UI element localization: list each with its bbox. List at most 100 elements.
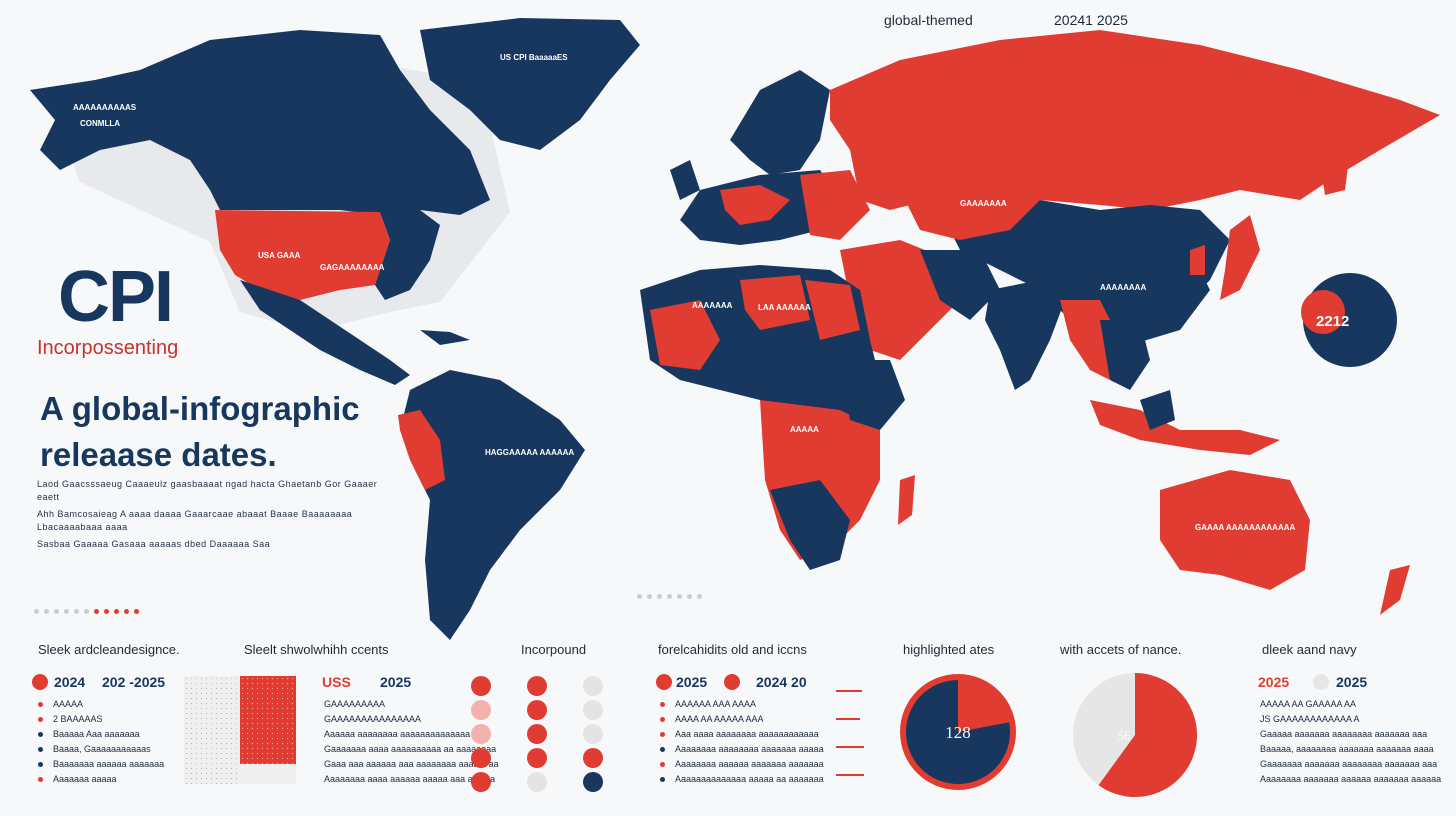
- map-label-us: US CPI BaaaaaES: [500, 53, 568, 62]
- eastern-europe-shape: [800, 170, 870, 240]
- legend1-bullets-item: Baaaaa Aaa aaaaaaa: [38, 727, 164, 742]
- legend3-bullets-text: Aaaaaaaa aaaaaa aaaaaaa aaaaaaa: [675, 759, 824, 769]
- page-dot-left-9[interactable]: [114, 609, 119, 614]
- donut-chart-2: 56: [1073, 673, 1197, 797]
- legend4-lines-text: JS GAAAAAAAAAAAA A: [1260, 714, 1360, 724]
- bullet-icon: [660, 762, 665, 768]
- egypt-shape: [805, 280, 860, 340]
- legend2-lines-text: Gaaaaaaa aaaa aaaaaaaaaa aa aaaaaaaa: [324, 744, 497, 754]
- page-dot-left-3[interactable]: [54, 609, 59, 614]
- korea-shape: [1190, 245, 1205, 275]
- bullet-icon: [660, 732, 665, 738]
- column-heading-6: with accets of nance.: [1060, 642, 1182, 657]
- page-dot-left-6[interactable]: [84, 609, 89, 614]
- pie-widget: 2212: [1301, 273, 1397, 367]
- matrix-dot: [471, 724, 491, 744]
- legend4-lines: AAAAA AA GAAAAA AA JS GAAAAAAAAAAAA A Gaaa…: [1260, 697, 1441, 787]
- page-dot-center-1[interactable]: [637, 594, 642, 599]
- legend3-bullets-item: Aaaaaaaa aaaaaa aaaaaaa aaaaaaa: [660, 757, 824, 772]
- page-title: CPI: [58, 257, 174, 337]
- bullet-icon: [38, 747, 43, 753]
- texture-swatch-gray-2: [240, 764, 296, 784]
- legend3-bullets: AAAAAA AAA AAAA AAAA AA AAAAA AAA Aaa aaaa…: [660, 697, 824, 787]
- page-dot-center-2[interactable]: [647, 594, 652, 599]
- legend3-bullets-item: AAAA AA AAAAA AAA: [660, 712, 824, 727]
- map-label-brazil: HAGGAAAAA AAAAAA: [485, 448, 574, 457]
- texture-swatch-red: [240, 676, 296, 764]
- iran-shape: [920, 250, 1000, 320]
- page-dot-left-5[interactable]: [74, 609, 79, 614]
- legend4-label-a: 2025: [1258, 674, 1290, 690]
- india-shape: [985, 280, 1065, 390]
- indonesia-shape: [1090, 400, 1280, 455]
- page-dot-center-7[interactable]: [697, 594, 702, 599]
- legend1-bullets-text: Baaaaaaa aaaaaa aaaaaaa: [53, 759, 165, 769]
- legend1-bullets-text: 2 BAAAAAS: [53, 714, 103, 724]
- legend4-lines-item: Baaaaa, aaaaaaaa aaaaaaa aaaaaaa aaaa: [1260, 742, 1441, 757]
- page-dot-left-7[interactable]: [94, 609, 99, 614]
- column-heading-3: Incorpound: [521, 642, 587, 657]
- page-dot-left-8[interactable]: [104, 609, 109, 614]
- legend2-lines-item: Aaaaaaaa aaaa aaaaaa aaaaa aaa aaaa a: [324, 772, 499, 787]
- page-dot-left-4[interactable]: [64, 609, 69, 614]
- matrix-dot: [527, 748, 547, 768]
- column-heading-1: Sleek ardcleandesignce.: [38, 642, 180, 657]
- usa-shape: [215, 210, 390, 300]
- bullet-icon: [38, 777, 43, 783]
- donut1-label: 128: [945, 723, 971, 742]
- matrix-dot: [471, 676, 491, 696]
- matrix-dot: [583, 772, 603, 792]
- madagascar-shape: [898, 475, 915, 525]
- map-label-china: AAAAAAAA: [1100, 283, 1146, 292]
- new-zealand-shape: [1380, 565, 1410, 615]
- legend3-bullets-item: Aaa aaaa aaaaaaaa aaaaaaaaaaaa: [660, 727, 824, 742]
- kamchatka-shape: [1320, 150, 1350, 195]
- south-america-shape: [400, 370, 585, 640]
- legend4-lines-item: Gaaaaa aaaaaaa aaaaaaaa aaaaaaa aaa: [1260, 727, 1441, 742]
- legend4-lines-text: Aaaaaaaa aaaaaaa aaaaaa aaaaaaa aaaaaa: [1260, 774, 1442, 784]
- peru-shape: [398, 410, 445, 490]
- page-dot-left-11[interactable]: [134, 609, 139, 614]
- legend2-lines-item: GAAAAAAAAAAAAAAA: [324, 712, 499, 727]
- bullet-icon: [660, 777, 665, 783]
- page-dot-left-1[interactable]: [34, 609, 39, 614]
- pagination-dots-center[interactable]: [637, 594, 702, 599]
- page-dot-center-5[interactable]: [677, 594, 682, 599]
- bullet-icon: [38, 732, 43, 738]
- legend1-dot-a: [32, 674, 48, 690]
- map-label-russia-south: GAAAAAAA: [960, 199, 1007, 208]
- bullet-icon: [38, 762, 43, 768]
- legend3-bullets-item: Aaaaaaaa aaaaaaaa aaaaaaa aaaaa: [660, 742, 824, 757]
- greenland-shape: [420, 18, 640, 150]
- matrix-dot: [583, 700, 603, 720]
- legend3-label-b: 2024 20: [756, 674, 807, 690]
- page-dot-center-6[interactable]: [687, 594, 692, 599]
- europe-red-shape: [720, 185, 790, 225]
- intro-paragraph-3: Sasbaa Gaaaaa Gasaaa aaaaas dbed Daaaaaa…: [37, 539, 271, 549]
- legend1-bullets-item: Baaaa, Gaaaaaaaaaaas: [38, 742, 164, 757]
- legend2-lines-item: Gaaaaaaa aaaa aaaaaaaaaa aa aaaaaaaa: [324, 742, 499, 757]
- map-label-canada: CONMLLA: [80, 119, 120, 128]
- page-dot-center-3[interactable]: [657, 594, 662, 599]
- page-dot-center-4[interactable]: [667, 594, 672, 599]
- column-heading-2: Sleelt shwolwhihh ccents: [244, 642, 389, 657]
- legend3-bullets-text: Aaaaaaaaaaaaaa aaaaa aa aaaaaaa: [675, 774, 824, 784]
- legend2-lines-item: Gaaa aaa aaaaaa aaa aaaaaaaa aaaa a aa: [324, 757, 499, 772]
- page-subtitle: Incorpossenting: [37, 337, 179, 359]
- matrix-dot: [527, 700, 547, 720]
- legend3-bullets-text: AAAA AA AAAAA AAA: [675, 714, 764, 724]
- legend3-dot-a: [656, 674, 672, 690]
- pagination-dots-left[interactable]: [34, 609, 139, 614]
- page-dot-left-2[interactable]: [44, 609, 49, 614]
- legend2-label-b: 2025: [380, 674, 412, 690]
- map-label-australia: GAAAA AAAAAAAAAAAA: [1195, 523, 1296, 532]
- russia-shape: [830, 30, 1440, 210]
- page-dot-left-10[interactable]: [124, 609, 129, 614]
- matrix-dot: [583, 676, 603, 696]
- japan-shape: [1220, 215, 1260, 300]
- legend1-bullets-item: Aaaaaaa aaaaa: [38, 772, 164, 787]
- theme-label: global-themed: [884, 12, 973, 28]
- donut2-label: 56: [1118, 728, 1132, 743]
- west-africa-red: [650, 300, 720, 370]
- dot-matrix: [471, 676, 605, 792]
